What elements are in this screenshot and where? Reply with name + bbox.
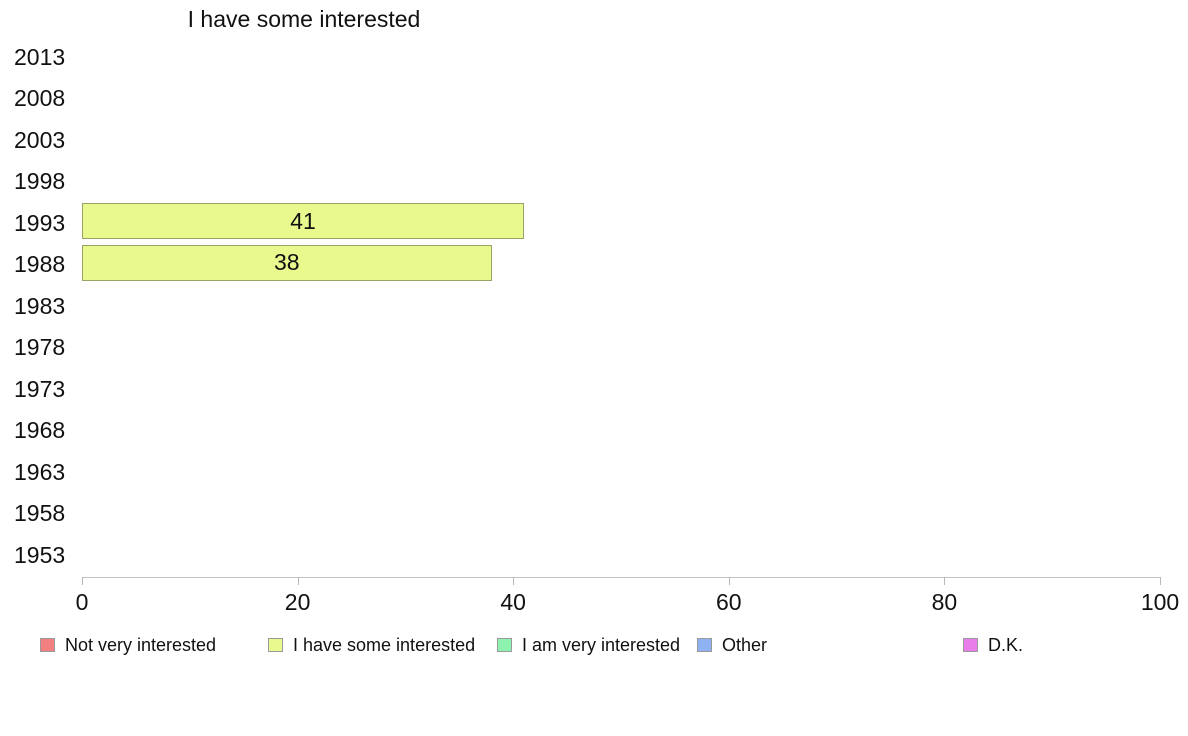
y-axis-label-1993: 1993	[14, 209, 66, 236]
x-tick-0	[82, 577, 83, 585]
x-tick-label-40: 40	[500, 589, 526, 615]
legend-item-2: I have some interested	[268, 632, 475, 658]
x-tick-label-80: 80	[931, 589, 958, 615]
legend-swatch-icon	[497, 638, 512, 652]
x-axis-line	[82, 577, 1161, 578]
y-axis-label-2013: 2013	[14, 43, 66, 70]
x-tick-80	[944, 577, 946, 585]
bar-1988: 38	[82, 244, 492, 281]
bar-1993: 41	[82, 203, 524, 239]
x-tick-60	[728, 577, 730, 585]
y-axis-label-1978: 1978	[14, 334, 66, 360]
x-tick-40	[513, 577, 515, 585]
chart-title: I have some interested	[187, 6, 421, 32]
legend-label: Not very interested	[65, 634, 217, 655]
x-tick-100	[1160, 577, 1161, 585]
x-tick-label-60: 60	[716, 589, 742, 615]
y-axis-label-2003: 2003	[14, 126, 66, 153]
legend-item-5: D.K.	[963, 632, 1023, 658]
legend-swatch-icon	[963, 638, 978, 652]
x-tick-label-100: 100	[1140, 589, 1180, 615]
legend-label: D.K.	[988, 634, 1024, 655]
bar-value-label: 41	[290, 207, 316, 234]
legend-swatch-icon	[40, 638, 55, 652]
bar-value-label: 38	[274, 249, 300, 275]
y-axis-label-1983: 1983	[14, 292, 66, 319]
y-axis-label-1998: 1998	[14, 168, 66, 194]
x-tick-label-20: 20	[284, 589, 311, 615]
x-tick-label-0: 0	[75, 589, 89, 615]
legend-label: I have some interested	[293, 634, 476, 655]
legend-label: Other	[722, 634, 768, 655]
y-axis-label-1988: 1988	[14, 251, 66, 277]
legend-item-1: Not very interested	[40, 632, 216, 658]
y-axis-label-1958: 1958	[14, 500, 66, 526]
y-axis-label-2008: 2008	[14, 85, 66, 111]
y-axis-label-1963: 1963	[14, 458, 66, 485]
y-axis-label-1953: 1953	[14, 541, 66, 568]
legend-swatch-icon	[697, 638, 712, 652]
y-axis-label-1973: 1973	[14, 375, 66, 402]
x-tick-20	[297, 577, 299, 585]
legend-swatch-icon	[268, 638, 283, 652]
legend-item-3: I am very interested	[497, 632, 680, 658]
y-axis-label-1968: 1968	[14, 417, 66, 443]
legend-label: I am very interested	[522, 634, 681, 655]
legend-item-4: Other	[697, 632, 767, 658]
